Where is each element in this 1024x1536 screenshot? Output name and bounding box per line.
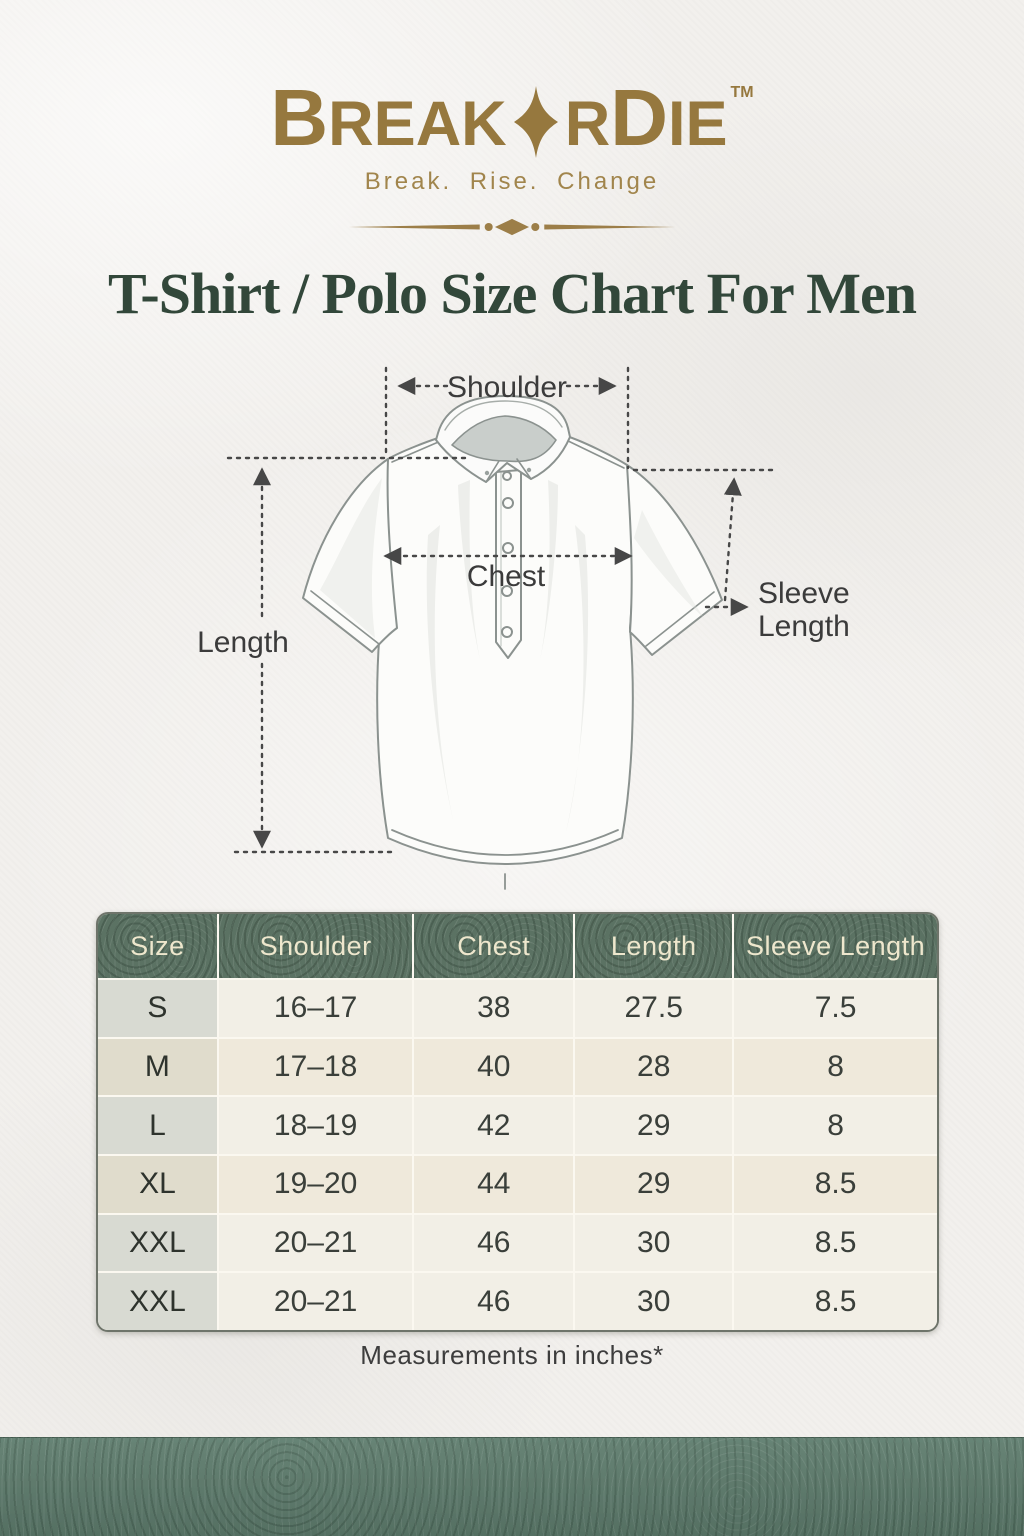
table-cell: 38 — [414, 980, 574, 1037]
table-cell: 20–21 — [218, 1273, 413, 1330]
table-cell: S — [98, 980, 217, 1037]
sleeve-length-label-line2: Length — [758, 610, 850, 643]
table-cell: 20–21 — [218, 1214, 413, 1272]
table-cell: 8.5 — [734, 1214, 937, 1272]
table-cell: 42 — [414, 1097, 574, 1154]
table-cell: 18–19 — [218, 1097, 413, 1154]
polo-shirt-illustration — [302, 395, 723, 890]
measurement-annotations — [226, 366, 776, 854]
sleeve-arrow-up — [723, 477, 742, 602]
table-cell: 29 — [575, 1097, 733, 1154]
column-header-length: Length — [575, 914, 733, 978]
size-chart-table: Size Shoulder Chest Length Sleeve Length… — [96, 912, 939, 1332]
table-cell: 40 — [414, 1038, 574, 1096]
table-cell: XXL — [98, 1273, 217, 1330]
table-cell: 46 — [414, 1273, 574, 1330]
table-cell: 46 — [414, 1214, 574, 1272]
logo-star-icon — [513, 85, 558, 163]
logo-letter: R — [564, 89, 611, 159]
logo-letter: B — [270, 73, 329, 162]
table-cell: XL — [98, 1156, 217, 1213]
table-cell: 17–18 — [218, 1038, 413, 1096]
table-cell: 29 — [575, 1156, 733, 1213]
length-label: Length — [197, 626, 289, 659]
table-cell: 27.5 — [575, 980, 733, 1037]
table-cell: L — [98, 1097, 217, 1154]
table-cell: 19–20 — [218, 1156, 413, 1213]
column-header-sleeve-length: Sleeve Length — [734, 914, 937, 978]
table-cell: 44 — [414, 1156, 574, 1213]
shoulder-label: Shoulder — [447, 371, 567, 404]
table-cell: 28 — [575, 1038, 733, 1096]
decorative-divider — [0, 216, 1024, 238]
table-cell: 16–17 — [218, 980, 413, 1037]
logo-letter: D — [610, 73, 668, 162]
brand-tagline: Break. Rise. Change — [364, 168, 660, 195]
table-cell: 8.5 — [734, 1273, 937, 1330]
table-cell: XXL — [98, 1214, 217, 1272]
trademark-symbol: TM — [730, 84, 754, 101]
column-header-chest: Chest — [414, 914, 574, 978]
table-cell: 30 — [575, 1214, 733, 1272]
sleeve-length-label-line1: Sleeve — [758, 577, 850, 610]
footer-band — [0, 1437, 1024, 1536]
table-cell: 30 — [575, 1273, 733, 1330]
table-cell: 7.5 — [734, 980, 937, 1037]
shirt-measurement-diagram: Shoulder Chest Length Sleeve Length — [197, 366, 850, 890]
logo-letter: REAK — [328, 89, 507, 159]
brand-logo: B REAK R D IE TM — [0, 78, 1024, 158]
column-header-size: Size — [98, 914, 217, 978]
table-cell: 8 — [734, 1038, 937, 1096]
logo-letter: IE — [667, 89, 728, 159]
table-cell: M — [98, 1038, 217, 1096]
table-cell: 8.5 — [734, 1156, 937, 1213]
column-header-shoulder: Shoulder — [218, 914, 413, 978]
chest-label: Chest — [467, 560, 546, 593]
measurement-note: Measurements in inches* — [360, 1340, 664, 1370]
page-title: T-Shirt / Polo Size Chart For Men — [108, 261, 917, 326]
table-cell: 8 — [734, 1097, 937, 1154]
